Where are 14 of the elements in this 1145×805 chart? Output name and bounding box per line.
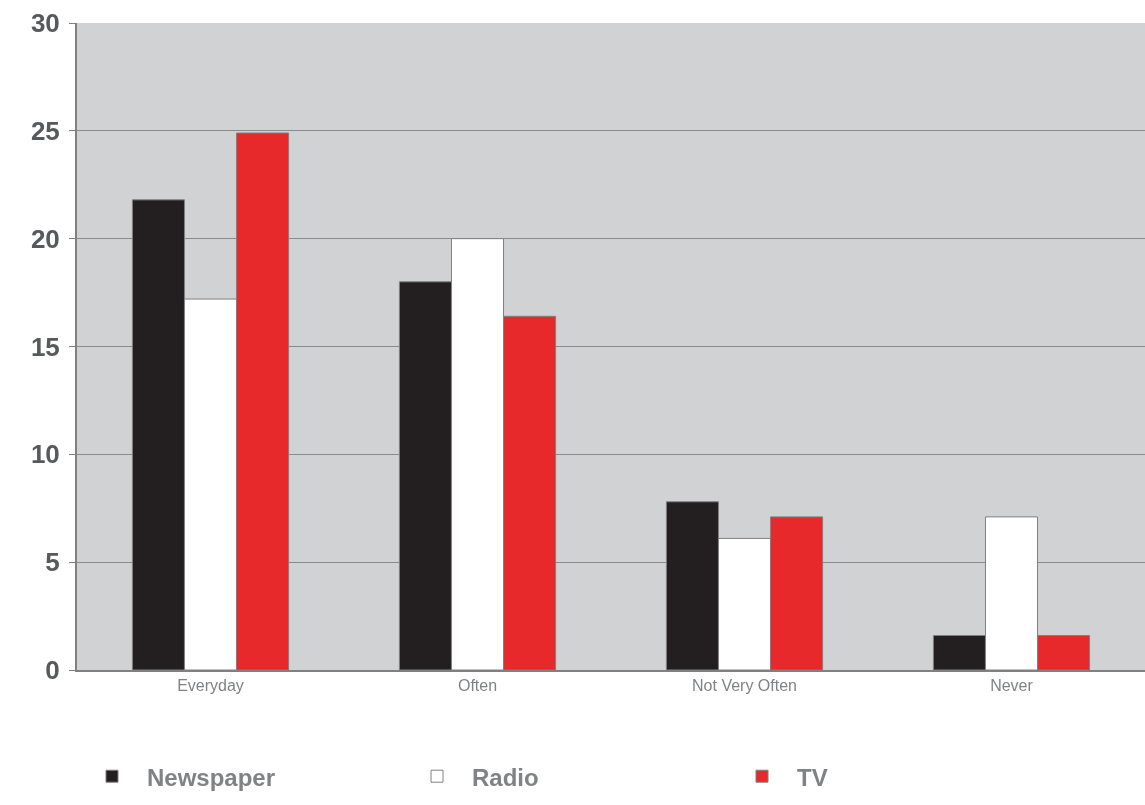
y-tick-label: 5 <box>45 547 60 578</box>
legend-label: Newspaper <box>147 763 276 791</box>
legend-label: Radio <box>472 763 539 791</box>
y-tick-label: 30 <box>30 8 60 39</box>
x-tick-label: Often <box>457 677 498 695</box>
y-tick-label: 10 <box>30 439 60 470</box>
y-tick-label: 0 <box>45 655 60 686</box>
x-tick-label: Everyday <box>177 677 244 695</box>
x-tick-label: Not Very Often <box>692 677 797 695</box>
y-tick-label: 15 <box>30 331 60 362</box>
y-tick-label: 25 <box>30 115 60 146</box>
y-tick-label: 20 <box>30 223 60 254</box>
legend-label: TV <box>797 763 828 791</box>
x-tick-label: Never <box>990 677 1034 695</box>
